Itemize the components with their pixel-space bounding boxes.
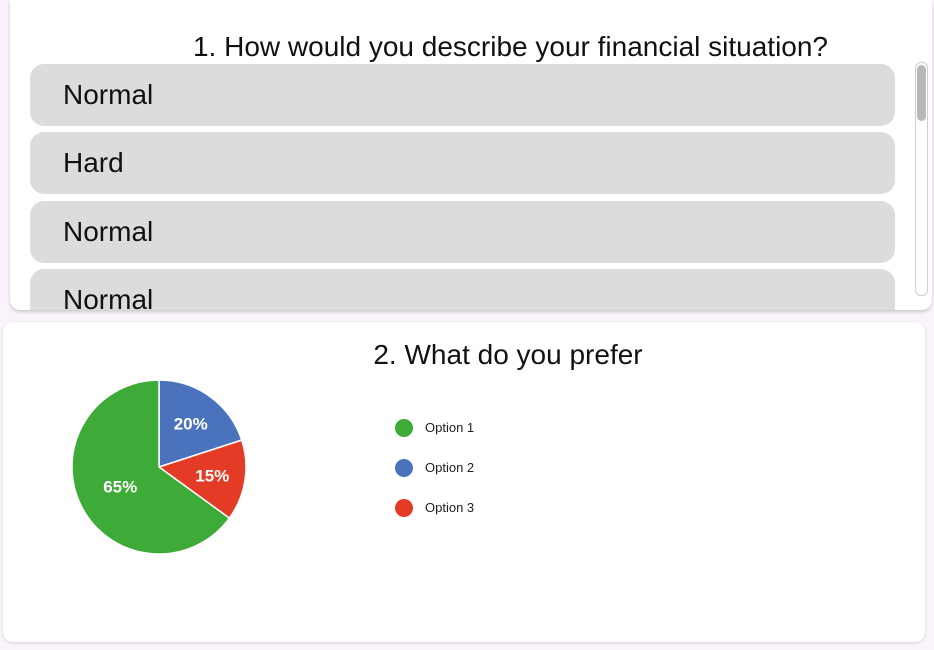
legend-color-dot xyxy=(395,499,413,517)
pie-slice-label: 15% xyxy=(195,466,229,485)
legend-color-dot xyxy=(395,419,413,437)
pie-slice-option-3 xyxy=(157,439,247,520)
scrollbar-thumb[interactable] xyxy=(917,65,926,121)
legend-color-dot xyxy=(395,459,413,477)
question-1-card: 1. How would you describe your financial… xyxy=(10,0,932,310)
answer-list-scrollbar[interactable] xyxy=(915,62,928,296)
answer-option[interactable]: Normal xyxy=(30,201,895,263)
question-2-title: 2. What do you prefer xyxy=(373,339,643,370)
question-1-title: 1. How would you describe your financial… xyxy=(192,31,829,62)
pie-slice-option-2 xyxy=(158,379,243,469)
answer-option[interactable]: Hard xyxy=(30,132,895,194)
pie-slice-label: 20% xyxy=(174,414,208,433)
answer-option[interactable]: Normal xyxy=(30,64,895,126)
legend-label: Option 1 xyxy=(425,420,475,435)
pie-slice-label: 65% xyxy=(103,478,137,497)
question-2-card: 2. What do you prefer 20% 15% 65% Option 1… xyxy=(3,322,925,642)
legend-label: Option 2 xyxy=(425,460,475,475)
answer-option[interactable]: Normal xyxy=(30,269,895,310)
pie-slice-option-1 xyxy=(71,379,231,555)
legend-label: Option 3 xyxy=(425,500,475,515)
pie-chart: 20% 15% 65% xyxy=(71,379,247,555)
answer-list[interactable]: Normal Hard Normal Normal xyxy=(10,64,932,310)
